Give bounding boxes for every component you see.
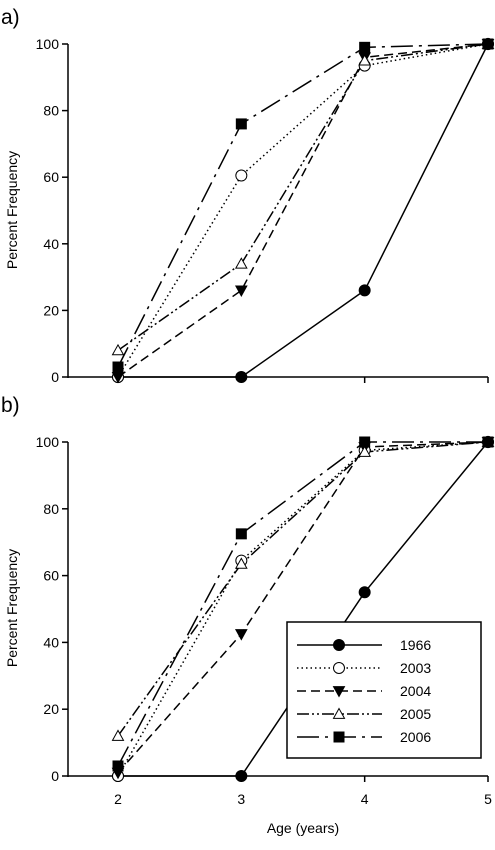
panel-b-y-tick-label-100: 100	[36, 434, 60, 450]
panel-b-point-2006-5	[482, 436, 494, 448]
panel-b-y-ticks: 0 20 40 60 80 100	[36, 434, 68, 784]
panel-b-point-1966-3	[235, 770, 248, 782]
panel-b-label: b)	[1, 394, 20, 417]
panel-a-y-tick-label-40: 40	[43, 236, 59, 252]
legend-marker-2006	[333, 731, 345, 743]
panel-b-y-tick-label-80: 80	[43, 501, 59, 517]
legend-label-2003: 2003	[400, 660, 431, 676]
panel-a-x-ticks	[117, 377, 489, 383]
panel-b-y-tick-label-0: 0	[51, 768, 59, 784]
panel-b-x-tick-label-4: 4	[361, 791, 369, 807]
panel-a-series-line-2005	[117, 43, 489, 351]
legend-label-1966: 1966	[400, 637, 431, 653]
panel-b-series-line-2004	[117, 441, 489, 774]
panel-a: a) Percent Frequency 0 20 40 60 80 100	[1, 6, 495, 385]
panel-a-series	[111, 37, 495, 384]
panel-b-point-2005-3	[234, 557, 248, 569]
panel-a-y-tick-label-20: 20	[43, 302, 59, 318]
panel-a-point-2006-3	[235, 118, 247, 130]
panel-b-point-2005-2	[111, 729, 125, 741]
legend-label-2005: 2005	[400, 706, 431, 722]
panel-b-point-2006-4	[359, 436, 371, 448]
panel-a-y-tick-label-0: 0	[51, 369, 59, 385]
panel-b-point-2006-2	[112, 760, 124, 772]
panel-b-x-ticks: 2 3 4 5	[114, 776, 492, 807]
panel-a-point-1966-3	[235, 371, 248, 383]
panel-a-point-2004-2	[111, 372, 125, 384]
panel-a-series-line-2003	[117, 43, 489, 378]
panel-b-series-line-2006	[117, 441, 488, 767]
panel-a-point-2006-4	[359, 41, 371, 53]
panel-b-x-tick-label-5: 5	[484, 791, 492, 807]
panel-a-point-2005-2	[111, 343, 125, 356]
panel-a-y-tick-label-100: 100	[36, 36, 60, 52]
panel-a-y-ticks: 0 20 40 60 80 100	[36, 36, 68, 385]
panel-b-y-tick-label-20: 20	[43, 701, 59, 717]
panel-b-y-axis-label: Percent Frequency	[4, 549, 20, 667]
panel-b-y-tick-label-40: 40	[43, 634, 59, 650]
panel-a-point-2004-3	[234, 285, 248, 297]
panel-b-x-tick-label-2: 2	[114, 791, 122, 807]
panel-a-point-2006-5	[482, 38, 494, 50]
panel-a-point-2005-4	[358, 54, 372, 66]
panel-b-x-tick-label-3: 3	[237, 791, 245, 807]
panel-a-point-1966-4	[358, 284, 371, 297]
panel-a-label: a)	[1, 6, 20, 29]
legend-marker-2003	[333, 662, 345, 674]
panel-a-y-tick-label-80: 80	[43, 103, 59, 119]
panel-a-y-axis-label: Percent Frequency	[4, 151, 20, 269]
panel-a-series-line-2004	[117, 43, 489, 378]
legend-marker-2005	[332, 707, 346, 719]
panel-a-point-2003-3	[235, 169, 248, 182]
legend-marker-2004	[332, 686, 346, 698]
panel-a-point-2006-2	[112, 361, 124, 373]
legend-label-2006: 2006	[400, 729, 431, 745]
panel-a-point-2005-3	[234, 257, 248, 269]
panel-b-x-axis-label: Age (years)	[267, 820, 339, 836]
panel-b-point-2005-4	[358, 445, 372, 457]
panel-b-y-tick-label-60: 60	[43, 568, 59, 584]
legend: 1966 2003 2004 2005 2006	[286, 621, 482, 759]
panel-a-series-line-1966	[118, 43, 489, 378]
panel-b-point-2004-3	[234, 629, 248, 641]
panel-a-y-tick-label-60: 60	[43, 169, 59, 185]
panel-b-point-1966-4	[358, 586, 371, 599]
panel-b-point-2006-3	[235, 528, 247, 540]
legend-marker-1966	[333, 639, 345, 651]
panel-a-series-line-2006	[117, 43, 489, 368]
legend-label-2004: 2004	[400, 683, 431, 699]
panel-b: b) Percent Frequency 0 20 40 60 80 100 2 3 4 5 A…	[1, 394, 495, 836]
